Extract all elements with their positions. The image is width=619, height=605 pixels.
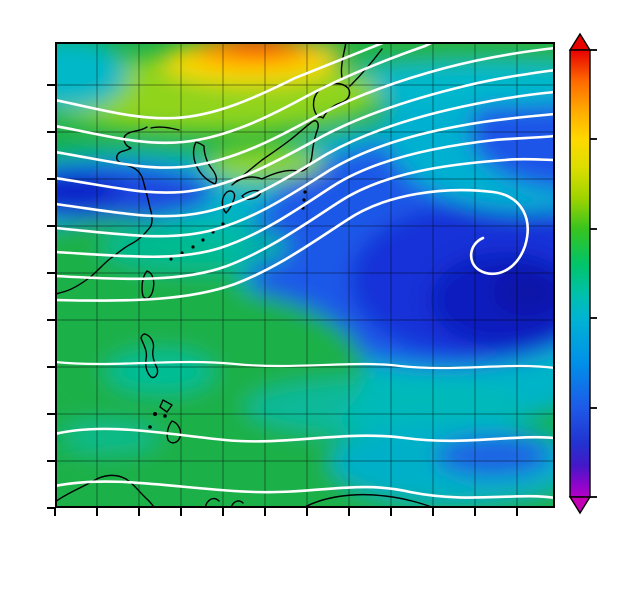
colorbar-ticks — [590, 49, 597, 498]
colorbar-gradient — [569, 49, 591, 498]
colorbar-over-cap — [568, 32, 592, 51]
contour-lines — [55, 42, 555, 500]
colorbar-under-cap — [568, 496, 592, 515]
grid-lines — [55, 42, 555, 508]
colorbar — [568, 32, 597, 515]
temperature-field — [55, 42, 555, 508]
map-plot — [47, 42, 555, 516]
plot-frame — [55, 42, 555, 508]
axis-ticks — [47, 84, 518, 516]
